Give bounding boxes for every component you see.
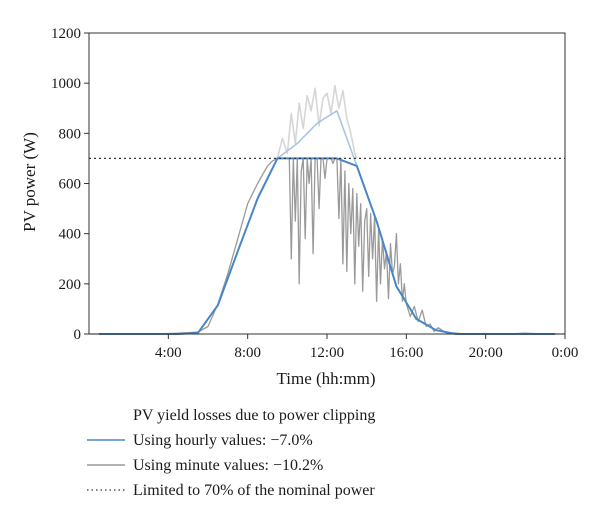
y-tick-label: 400	[59, 227, 82, 243]
legend-title: PV yield losses due to power clipping	[133, 407, 375, 424]
y-tick-label: 1200	[51, 26, 81, 42]
y-tick-label: 200	[59, 277, 82, 293]
x-tick-label: 16:00	[389, 345, 423, 361]
y-axis-title: PV power (W)	[20, 132, 39, 232]
legend-entry-label: Using minute values: −10.2%	[133, 457, 323, 474]
x-tick-label: 12:00	[310, 345, 344, 361]
plot-frame	[88, 32, 566, 335]
axes: 0 200 400 600 800 1000 1200 4:00 8:00 12:00 16:00 2…	[51, 26, 578, 361]
x-tick-label: 20:00	[469, 345, 503, 361]
series-line-minute-unclipped	[276, 84, 358, 159]
y-tick-label: 1000	[51, 76, 81, 92]
series-line-hourly-unclipped	[276, 110, 358, 167]
y-tick-label: 600	[59, 177, 82, 193]
x-axis-title: Time (hh:mm)	[276, 369, 375, 388]
x-tick-label: 4:00	[155, 345, 182, 361]
legend-entry-label: Limited to 70% of the nominal power	[133, 482, 375, 499]
series-line-hourly-clipped	[98, 157, 556, 335]
legend-entry-label: Using hourly values: −7.0%	[133, 432, 313, 449]
plot-area	[89, 84, 565, 335]
series-line-minute-clipped	[89, 157, 565, 335]
y-tick-label: 0	[74, 327, 82, 343]
x-tick-label: 8:00	[234, 345, 261, 361]
legend: PV yield losses due to power clipping Us…	[87, 407, 375, 499]
x-tick-label: 0:00	[552, 345, 579, 361]
y-tick-label: 800	[59, 126, 82, 142]
